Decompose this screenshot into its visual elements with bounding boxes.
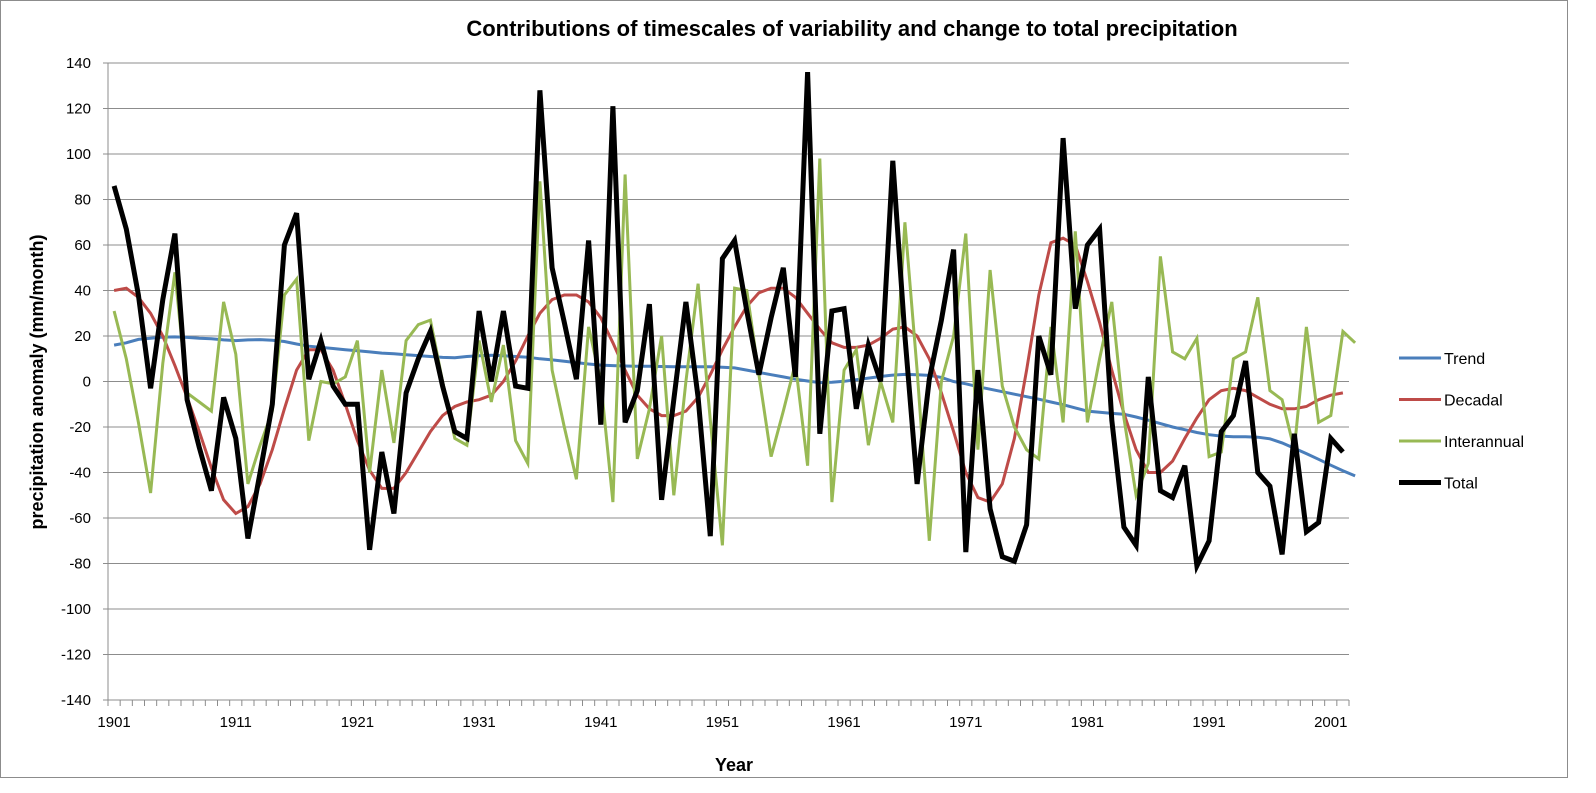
legend-label-interannual: Interannual [1444, 434, 1524, 451]
series-line-trend [113, 335, 1356, 478]
y-tick-label: 80 [74, 192, 91, 209]
chart-frame: Contributions of timescales of variabili… [0, 0, 1568, 778]
y-tick-label: 60 [74, 237, 91, 254]
x-tick-label: 1901 [97, 714, 130, 731]
legend-label-trend: Trend [1444, 351, 1485, 368]
gridlines [108, 62, 1349, 655]
y-tick-label: -40 [69, 465, 91, 482]
x-tick-label: 1981 [1071, 714, 1104, 731]
x-tick-label: 1911 [220, 714, 252, 731]
x-tick-label: 1951 [706, 714, 739, 731]
y-tick-label: -20 [69, 419, 91, 436]
x-tick-label: 1931 [462, 714, 495, 731]
chart-title: Contributions of timescales of variabili… [466, 16, 1237, 41]
legend-label-total: Total [1444, 476, 1478, 493]
y-tick-label: 40 [74, 283, 91, 300]
y-tick-label: -80 [69, 556, 91, 573]
x-tick-label: 1921 [341, 714, 374, 731]
y-axis-title: precipitation anomaly (mm/month) [27, 234, 47, 529]
x-axis-ticks: 1901 1911 1921 1931 1941 1951 1961 1971 1981 1991… [97, 700, 1350, 731]
y-tick-label: 20 [74, 328, 91, 345]
y-tick-label: 0 [83, 374, 91, 391]
y-tick-label: 120 [66, 101, 91, 118]
legend-label-decadal: Decadal [1444, 393, 1503, 410]
y-tick-label: -120 [61, 647, 91, 664]
legend: Trend Decadal Interannual Total [1399, 351, 1524, 493]
x-tick-label: 1971 [949, 714, 982, 731]
y-tick-label: 140 [66, 55, 91, 72]
y-tick-label: -100 [61, 601, 91, 618]
chart-canvas: Contributions of timescales of variabili… [27, 16, 1524, 775]
x-tick-label: 1991 [1192, 714, 1225, 731]
x-tick-label: 2001 [1314, 714, 1347, 731]
x-tick-label: 1941 [584, 714, 617, 731]
y-tick-label: 100 [66, 146, 91, 163]
x-tick-label: 1961 [827, 714, 860, 731]
series-line-interannual [112, 158, 1357, 546]
y-tick-label: -60 [69, 510, 91, 527]
series-line-total [111, 72, 1345, 575]
y-axis-ticks: 140 120 100 80 60 40 20 0 -20 -40 -60 -80 -100 -120 -1… [61, 55, 108, 709]
x-axis-title: Year [715, 755, 753, 775]
y-tick-label: -140 [61, 692, 91, 709]
series-lines [111, 72, 1357, 575]
